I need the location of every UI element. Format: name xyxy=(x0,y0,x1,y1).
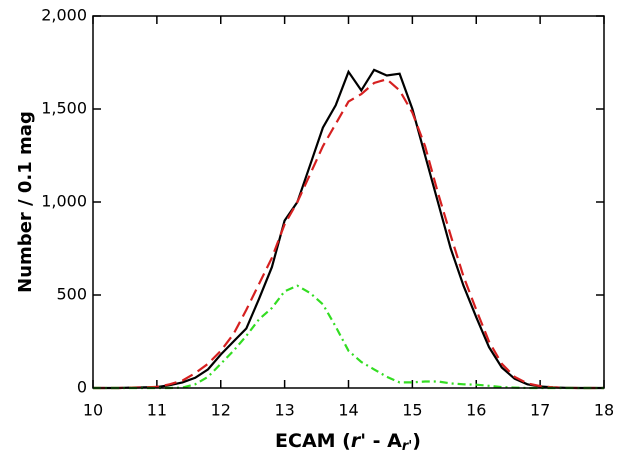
x-axis-label-part: - A xyxy=(366,430,402,452)
series-line xyxy=(93,77,604,390)
y-axis-label: Number / 0.1 mag xyxy=(15,111,36,293)
x-tick-label: 13 xyxy=(274,401,294,420)
y-tick-label: 1,000 xyxy=(41,192,87,211)
series-line xyxy=(93,284,604,390)
x-tick-label: 11 xyxy=(147,401,167,420)
x-axis-label-part: ECAM ( xyxy=(275,430,351,452)
plot-frame xyxy=(92,15,605,389)
x-tick-label: 10 xyxy=(83,401,103,420)
y-tick-label: 500 xyxy=(56,285,87,304)
x-tick-label: 17 xyxy=(530,401,550,420)
x-axis-label: ECAM (r' - Ar') xyxy=(275,430,421,454)
x-tick-label: 16 xyxy=(466,401,486,420)
y-tick-label: 0 xyxy=(77,378,87,397)
x-tick-label: 12 xyxy=(211,401,231,420)
x-tick-label: 14 xyxy=(338,401,358,420)
x-axis-label-part: ) xyxy=(412,430,421,452)
series-line xyxy=(93,68,604,390)
x-tick-label: 15 xyxy=(402,401,422,420)
x-axis-label-part: r' xyxy=(402,439,412,454)
x-axis-label-part: r' xyxy=(351,430,366,452)
y-tick-label: 1,500 xyxy=(41,99,87,118)
x-tick-label: 18 xyxy=(594,401,614,420)
y-tick-label: 2,000 xyxy=(41,6,87,25)
